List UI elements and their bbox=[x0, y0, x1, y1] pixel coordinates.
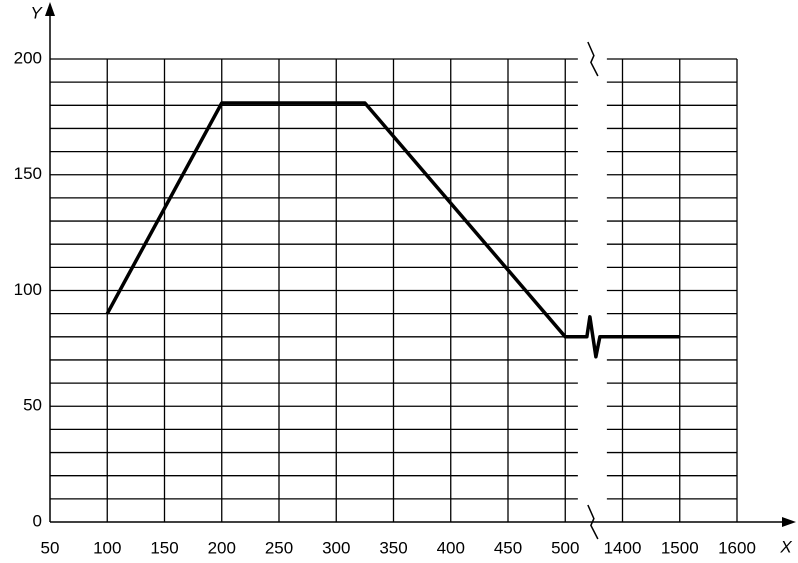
x-axis-arrow bbox=[782, 517, 796, 527]
x-tick-label: 250 bbox=[265, 538, 293, 557]
x-tick-label: 350 bbox=[379, 538, 407, 557]
y-tick-label: 150 bbox=[14, 164, 42, 183]
y-tick-label: 200 bbox=[14, 48, 42, 67]
x-tick-label: 400 bbox=[437, 538, 465, 557]
y-axis-label: Y bbox=[30, 3, 43, 22]
y-tick-label: 50 bbox=[23, 396, 42, 415]
y-axis-arrow bbox=[45, 2, 55, 16]
axis-break-gap bbox=[577, 39, 607, 542]
y-tick-label: 100 bbox=[14, 280, 42, 299]
x-tick-label: 300 bbox=[322, 538, 350, 557]
x-tick-label: 1500 bbox=[661, 538, 699, 557]
x-tick-label: 150 bbox=[150, 538, 178, 557]
x-tick-label: 50 bbox=[41, 538, 60, 557]
x-tick-label: 1600 bbox=[718, 538, 756, 557]
x-tick-label: 200 bbox=[208, 538, 236, 557]
y-tick-label: 0 bbox=[33, 511, 42, 530]
data-line bbox=[105, 101, 680, 339]
x-tick-label: 450 bbox=[494, 538, 522, 557]
x-tick-label: 100 bbox=[93, 538, 121, 557]
x-tick-label: 1400 bbox=[604, 538, 642, 557]
x-axis-label: X bbox=[779, 537, 792, 556]
x-tick-label: 500 bbox=[551, 538, 579, 557]
break-line bbox=[576, 315, 608, 359]
break-mark bbox=[587, 41, 599, 77]
